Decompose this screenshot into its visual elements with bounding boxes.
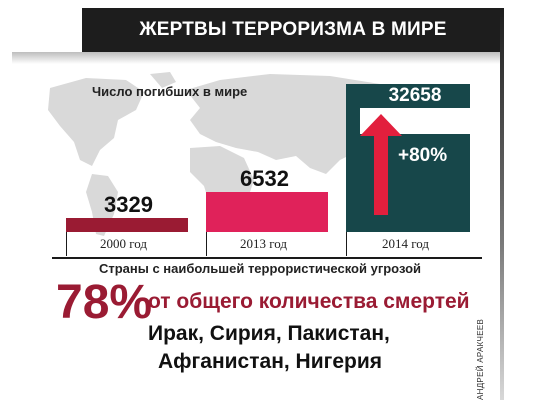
tick-mark [66,232,67,256]
share-percentage: 78% [56,276,153,329]
bar-value-2013: 6532 [240,166,289,191]
bar-value-2014: 32658 [388,85,442,106]
countries-heading: Страны с наибольшей террористической угр… [98,261,422,276]
header-title: ЖЕРТВЫ ТЕРРОРИЗМА В МИРЕ [139,19,447,40]
divider-line [52,257,482,259]
right-edge-decoration [500,8,504,400]
header-shadow [12,52,504,64]
year-label-2014: 2014 год [382,236,429,251]
header-bar: ЖЕРТВЫ ТЕРРОРИЗМА В МИРЕ [12,8,504,52]
year-label-2013: 2013 год [240,236,287,251]
countries-list-line-2: Афганистан, Нигерия [158,350,383,373]
bar-2013 [206,192,328,232]
bar-value-2000: 3329 [104,192,153,217]
year-label-2000: 2000 год [100,236,147,251]
growth-annotation: +80% [398,145,448,166]
countries-list-line-1: Ирак, Сирия, Пакистан, [148,322,390,345]
author-credit: АНДРЕЙ АРАКЧЕЕВ [476,318,485,400]
share-description: от общего количества смертей [148,290,470,313]
tick-mark [206,232,207,256]
chart-subtitle: Число погибших в мире [92,84,248,99]
growth-arrow-icon [360,114,402,215]
bar-2000 [66,218,188,232]
tick-mark [346,232,347,256]
